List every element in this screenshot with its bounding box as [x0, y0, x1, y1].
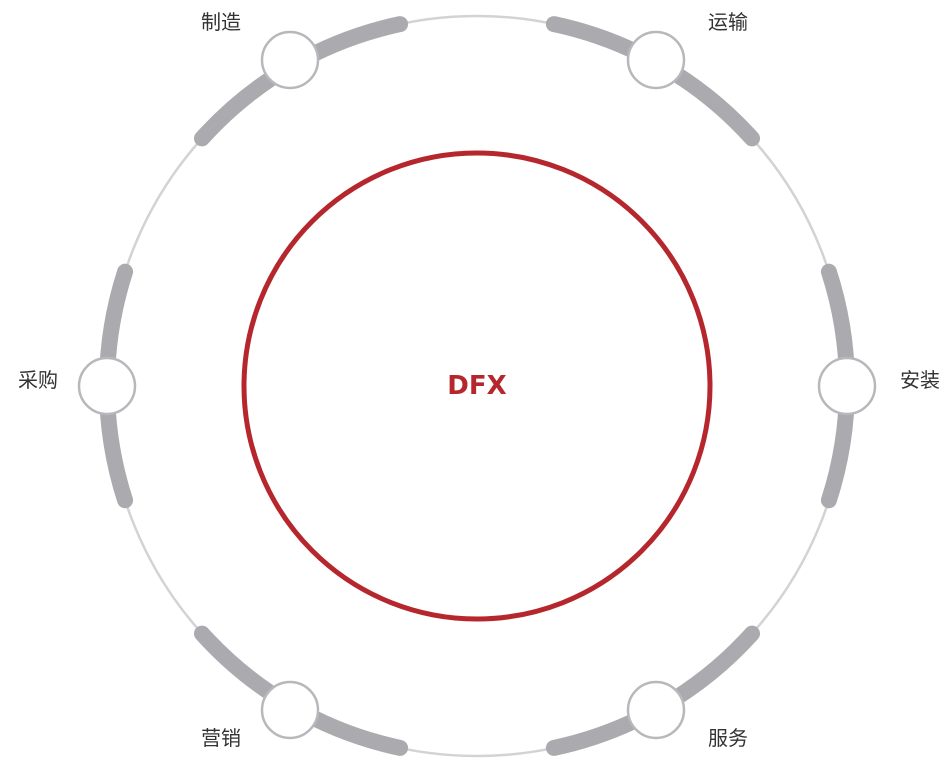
center-label: DFX — [447, 371, 506, 401]
node-circle-service — [626, 680, 686, 740]
arc-segments — [99, 16, 855, 756]
node-service: 服务 — [626, 680, 748, 750]
node-circle-manufacturing — [260, 30, 320, 90]
node-marketing: 营销 — [201, 680, 320, 750]
node-procurement: 采购 — [18, 356, 137, 416]
node-circle-installation — [817, 356, 877, 416]
node-circle-procurement — [77, 356, 137, 416]
node-manufacturing: 制造 — [201, 10, 320, 90]
node-label-manufacturing: 制造 — [201, 10, 241, 34]
center-circle — [241, 150, 713, 622]
node-label-transport: 运输 — [708, 10, 748, 34]
node-installation: 安装 — [817, 356, 940, 416]
node-circle-marketing — [260, 680, 320, 740]
node-label-marketing: 营销 — [201, 726, 241, 750]
node-label-procurement: 采购 — [18, 368, 58, 392]
node-circle-transport — [626, 30, 686, 90]
node-label-installation: 安装 — [900, 368, 940, 392]
node-label-service: 服务 — [708, 726, 748, 750]
node-transport: 运输 — [626, 10, 748, 90]
